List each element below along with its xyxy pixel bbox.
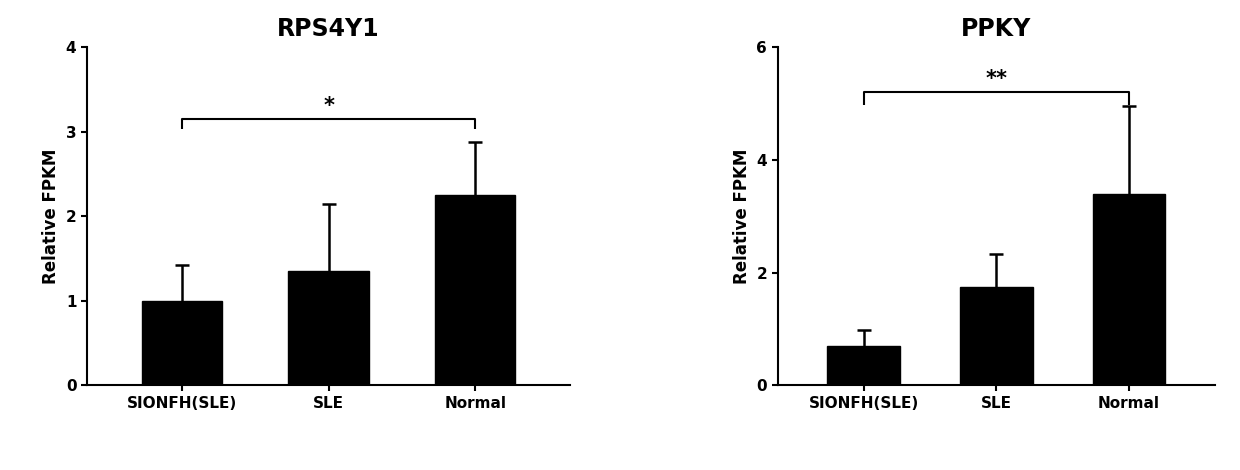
Title: RPS4Y1: RPS4Y1 [278, 17, 379, 41]
Bar [827, 346, 900, 385]
Text: **: ** [986, 70, 1007, 89]
Bar [288, 271, 370, 385]
Title: PPKY: PPKY [961, 17, 1032, 41]
Bar [960, 287, 1033, 385]
Y-axis label: Relative FPKM: Relative FPKM [733, 149, 751, 284]
Bar [141, 301, 222, 385]
Bar [435, 195, 516, 385]
Bar [1092, 194, 1166, 385]
Text: *: * [324, 96, 334, 116]
Y-axis label: Relative FPKM: Relative FPKM [42, 149, 60, 284]
